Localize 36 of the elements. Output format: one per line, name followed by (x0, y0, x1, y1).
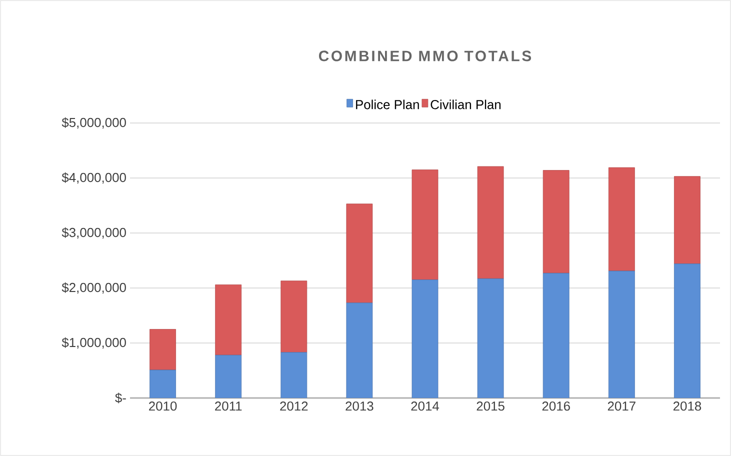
y-tick-label: $5,000,000 (62, 117, 126, 129)
bar (346, 204, 373, 304)
bar (215, 354, 242, 398)
bar (608, 270, 635, 398)
legend-label: Civilian Plan (430, 100, 501, 110)
y-tick-label: $1,000,000 (62, 337, 126, 349)
legend-label: Police Plan (356, 100, 419, 110)
y-tick-label: $3,000,000 (62, 227, 126, 239)
bar (280, 352, 308, 398)
y-tick-label: $2,000,000 (62, 282, 126, 294)
x-tick-label: 2015 (476, 402, 504, 411)
x-tick-label: 2014 (411, 402, 440, 411)
bar (477, 166, 504, 279)
x-tick-label: 2013 (346, 402, 374, 411)
y-tick-label: $4,000,000 (62, 172, 126, 184)
bar (674, 264, 700, 398)
x-tick-label: 2012 (280, 402, 308, 411)
bar (346, 302, 373, 398)
bar (150, 329, 176, 370)
bar (542, 170, 570, 274)
bar (608, 167, 635, 272)
bar (412, 280, 438, 398)
bar (542, 272, 570, 398)
bar (150, 370, 176, 398)
bar (412, 170, 438, 280)
chart-title: COMBINED MMO TOTALS (318, 50, 532, 62)
x-tick-label: 2017 (608, 402, 636, 411)
bar (674, 176, 700, 264)
x-tick-label: 2018 (673, 402, 702, 411)
x-tick-label: 2016 (542, 402, 570, 411)
y-tick-label: $- (115, 392, 126, 404)
bar (477, 278, 504, 398)
bar (215, 284, 242, 356)
x-tick-label: 2011 (215, 402, 242, 411)
x-tick-label: 2010 (149, 402, 177, 411)
bar (280, 280, 308, 353)
